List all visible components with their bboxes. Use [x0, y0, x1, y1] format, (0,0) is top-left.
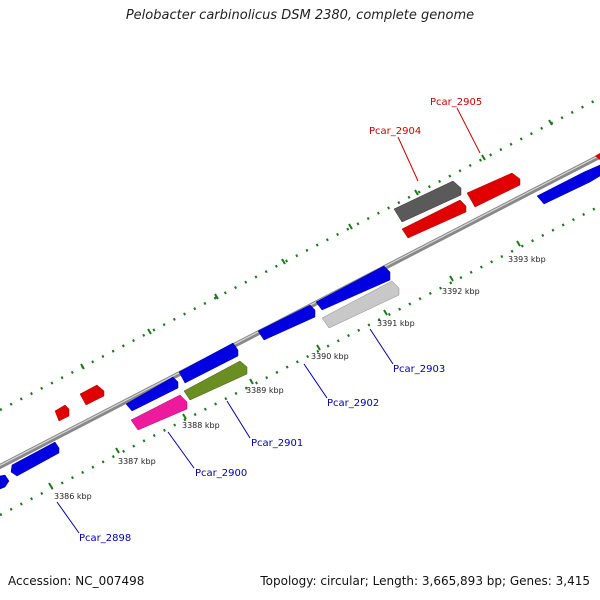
inner-track-genes	[130, 280, 400, 431]
callout-pcar-2903	[369, 328, 394, 365]
gene-labels: Pcar_2904 Pcar_2905 Pcar_2898 Pcar_2900 …	[79, 97, 482, 544]
gene-pcar-2905[interactable]	[466, 172, 521, 208]
gene-pcar-2901[interactable]	[183, 360, 248, 401]
genome-summary: Topology: circular; Length: 3,665,893 bp…	[260, 574, 590, 588]
scale-labels: 3386 kbp 3387 kbp 3388 kbp 3389 kbp 3390…	[54, 255, 546, 501]
accession-label: Accession: NC_007498	[8, 574, 145, 588]
gene-pcar-2902[interactable]	[257, 304, 316, 341]
scale-label: 3390 kbp	[311, 352, 349, 361]
gene-label-pcar-2902[interactable]: Pcar_2902	[327, 398, 379, 409]
gene-feature[interactable]	[0, 474, 10, 490]
inner-major-ticks	[48, 240, 521, 489]
gene-label-pcar-2905[interactable]: Pcar_2905	[430, 97, 482, 108]
callout-pcar-2900	[167, 431, 195, 469]
gene-pcar-2903[interactable]	[321, 280, 400, 329]
genome-backbone	[0, 153, 600, 470]
callout-pcar-2901	[226, 400, 251, 439]
gene-feature[interactable]	[536, 164, 600, 205]
forward-strand-genes	[54, 153, 600, 422]
gene-feature[interactable]	[595, 153, 600, 160]
gene-feature[interactable]	[125, 376, 179, 412]
scale-label: 3387 kbp	[118, 457, 156, 466]
scale-label: 3392 kbp	[442, 287, 480, 296]
callout-pcar-2898	[56, 501, 80, 534]
gene-label-pcar-2904[interactable]: Pcar_2904	[369, 126, 421, 137]
callout-pcar-2905	[456, 107, 481, 154]
scale-label: 3393 kbp	[508, 255, 546, 264]
gene-feature[interactable]	[315, 265, 391, 311]
inner-tick-ruler	[0, 204, 600, 517]
scale-label: 3388 kbp	[182, 421, 220, 430]
callout-pcar-2904	[397, 136, 419, 182]
gene-label-pcar-2900[interactable]: Pcar_2900	[195, 468, 247, 479]
gene-pcar-2904[interactable]	[401, 199, 467, 239]
outer-minor-ticks	[0, 96, 600, 412]
scale-label: 3391 kbp	[377, 319, 415, 328]
gene-label-pcar-2903[interactable]: Pcar_2903	[393, 364, 445, 375]
gene-feature[interactable]	[178, 342, 239, 384]
outer-major-ticks	[80, 119, 553, 370]
gene-feature[interactable]	[54, 404, 70, 422]
gene-callouts	[56, 107, 481, 534]
outer-track-genes	[393, 180, 467, 239]
scale-label: 3389 kbp	[246, 386, 284, 395]
gene-label-pcar-2898[interactable]: Pcar_2898	[79, 533, 131, 544]
gene-label-pcar-2901[interactable]: Pcar_2901	[251, 438, 303, 449]
scale-label: 3386 kbp	[54, 492, 92, 501]
inner-minor-ticks	[0, 204, 600, 517]
gene-pcar-2900[interactable]	[130, 394, 188, 431]
callout-pcar-2902	[303, 363, 328, 399]
gene-feature[interactable]	[79, 384, 105, 406]
gene-feature[interactable]	[393, 180, 462, 223]
map-title: Pelobacter carbinolicus DSM 2380, comple…	[125, 8, 475, 23]
reverse-strand-genes	[0, 164, 600, 490]
gene-pcar-2898[interactable]	[10, 441, 60, 477]
outer-tick-ruler	[0, 96, 600, 412]
